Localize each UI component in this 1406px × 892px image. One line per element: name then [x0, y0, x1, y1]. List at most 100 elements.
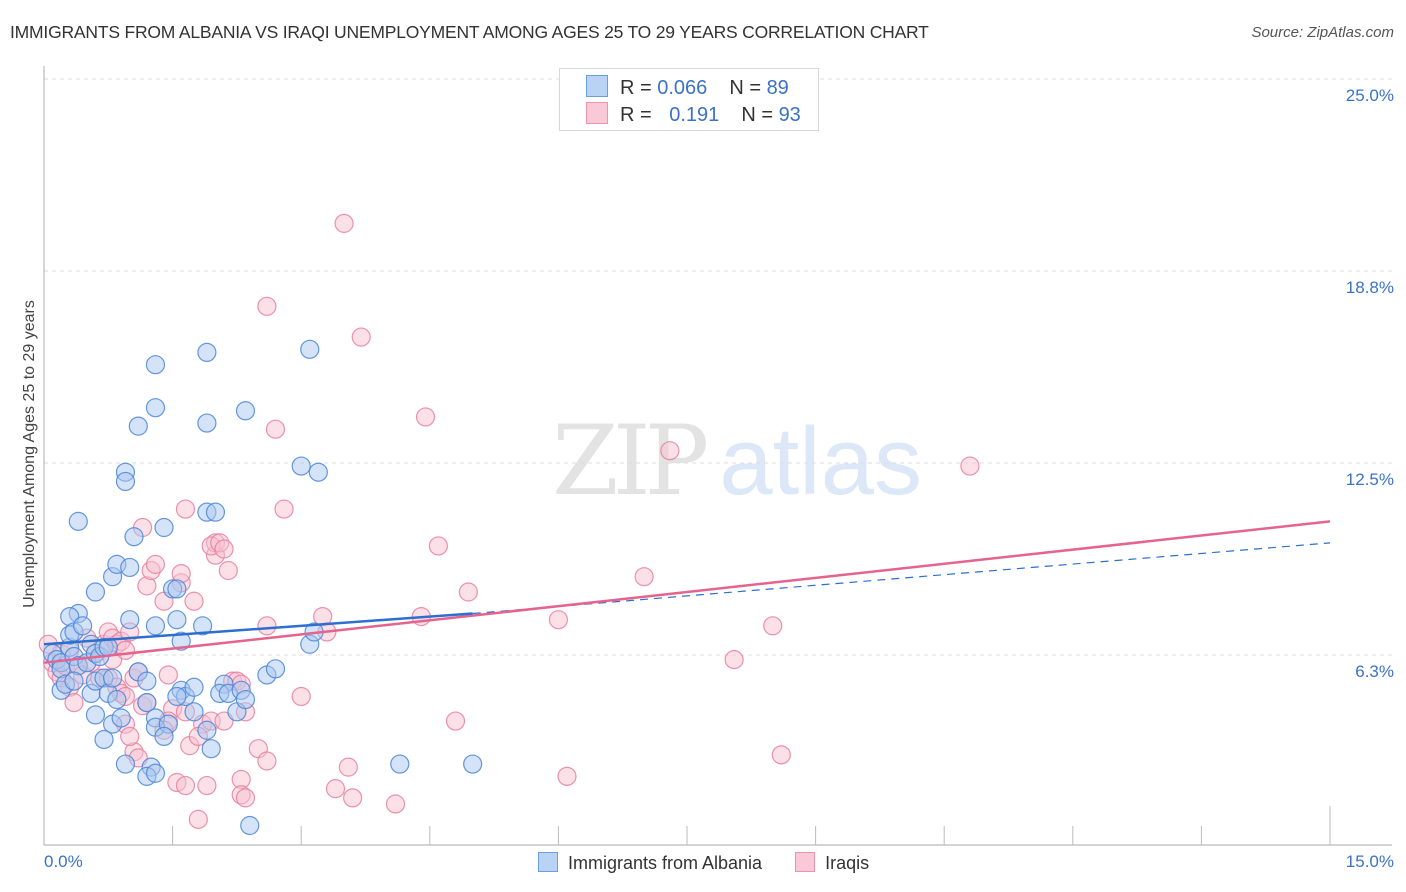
- data-point[interactable]: [205, 502, 226, 522]
- data-point[interactable]: [120, 726, 140, 747]
- data-point[interactable]: [175, 499, 196, 519]
- data-point[interactable]: [445, 711, 466, 731]
- data-point[interactable]: [154, 517, 174, 538]
- data-point[interactable]: [334, 213, 354, 233]
- data-point[interactable]: [257, 296, 277, 316]
- data-point[interactable]: [167, 686, 187, 707]
- n-label: N =: [729, 77, 767, 99]
- data-point[interactable]: [557, 766, 577, 786]
- data-point[interactable]: [94, 729, 114, 750]
- data-point[interactable]: [193, 616, 213, 636]
- y-tick-18-8: 18.8%: [1345, 278, 1394, 297]
- data-point[interactable]: [463, 754, 483, 774]
- data-point[interactable]: [257, 751, 277, 771]
- data-point[interactable]: [201, 739, 221, 759]
- data-point[interactable]: [257, 616, 277, 636]
- data-point[interactable]: [771, 745, 791, 765]
- data-point[interactable]: [107, 689, 127, 710]
- data-point[interactable]: [428, 536, 448, 556]
- data-point[interactable]: [115, 754, 136, 774]
- data-point[interactable]: [137, 671, 157, 691]
- data-point[interactable]: [235, 401, 256, 421]
- data-point[interactable]: [167, 610, 187, 630]
- data-point[interactable]: [763, 616, 783, 636]
- data-point[interactable]: [145, 763, 166, 783]
- legend-row-iraqis: R = 0.191 N = 93: [586, 102, 801, 126]
- data-point[interactable]: [338, 757, 358, 777]
- data-point[interactable]: [240, 815, 260, 836]
- x-tick-0: 0.0%: [44, 852, 83, 871]
- data-point[interactable]: [175, 775, 196, 796]
- data-point[interactable]: [154, 726, 174, 747]
- legend-item-albania[interactable]: Immigrants from Albania: [538, 852, 762, 874]
- data-point[interactable]: [308, 462, 328, 482]
- data-point[interactable]: [325, 779, 346, 799]
- data-point[interactable]: [291, 686, 311, 707]
- data-point[interactable]: [218, 560, 238, 581]
- legend-label-albania: Immigrants from Albania: [568, 853, 763, 873]
- data-point[interactable]: [385, 794, 406, 814]
- data-point[interactable]: [300, 339, 320, 359]
- albania-swatch-icon: [586, 75, 608, 97]
- data-point[interactable]: [137, 693, 157, 713]
- data-point[interactable]: [111, 708, 131, 728]
- data-point[interactable]: [85, 582, 106, 602]
- iraqis-points: [38, 213, 980, 829]
- albania-trend-extension: [472, 542, 1331, 615]
- r-label: R =: [620, 104, 658, 126]
- series-legend: Immigrants from Albania Iraqis: [538, 852, 897, 874]
- data-point[interactable]: [390, 754, 410, 774]
- data-point[interactable]: [197, 720, 217, 740]
- data-point[interactable]: [235, 689, 256, 710]
- data-point[interactable]: [115, 640, 136, 660]
- data-point[interactable]: [351, 327, 371, 347]
- data-point[interactable]: [274, 499, 294, 519]
- r-label: R =: [620, 77, 658, 99]
- data-point[interactable]: [158, 665, 178, 685]
- trend-lines: [43, 520, 1331, 664]
- data-point[interactable]: [415, 407, 436, 427]
- data-point[interactable]: [235, 788, 256, 808]
- data-point[interactable]: [145, 616, 166, 636]
- data-point[interactable]: [265, 419, 286, 439]
- n-value-albania: 89: [766, 77, 789, 99]
- data-point[interactable]: [660, 441, 680, 461]
- data-point[interactable]: [197, 413, 217, 433]
- data-point[interactable]: [214, 539, 234, 559]
- data-point[interactable]: [184, 591, 204, 611]
- albania-trend-line: [43, 612, 473, 646]
- data-point[interactable]: [124, 527, 144, 547]
- data-point[interactable]: [724, 650, 744, 670]
- data-point[interactable]: [343, 788, 363, 808]
- data-point[interactable]: [145, 398, 166, 418]
- data-point[interactable]: [291, 456, 311, 476]
- data-point[interactable]: [171, 631, 191, 651]
- data-point[interactable]: [184, 677, 204, 697]
- data-point[interactable]: [634, 567, 654, 587]
- data-point[interactable]: [265, 659, 286, 679]
- data-point[interactable]: [85, 705, 106, 725]
- data-point[interactable]: [102, 668, 123, 688]
- data-point[interactable]: [145, 355, 166, 375]
- data-point[interactable]: [64, 671, 84, 691]
- data-point[interactable]: [188, 809, 208, 829]
- data-point[interactable]: [72, 616, 93, 636]
- legend-item-iraqis[interactable]: Iraqis: [795, 852, 869, 874]
- data-point[interactable]: [64, 693, 84, 713]
- data-point[interactable]: [120, 610, 140, 630]
- data-point[interactable]: [184, 702, 204, 722]
- data-point[interactable]: [197, 775, 217, 796]
- data-point[interactable]: [68, 511, 88, 531]
- data-point[interactable]: [145, 554, 166, 574]
- source-label: Source: ZipAtlas.com: [1251, 24, 1394, 41]
- iraqis-swatch-icon: [795, 852, 816, 872]
- data-point[interactable]: [115, 471, 136, 492]
- chart-title: IMMIGRANTS FROM ALBANIA VS IRAQI UNEMPLO…: [10, 22, 929, 42]
- data-point[interactable]: [128, 416, 148, 436]
- data-point[interactable]: [167, 579, 187, 599]
- data-point[interactable]: [458, 582, 478, 602]
- data-point[interactable]: [120, 557, 140, 578]
- data-point[interactable]: [197, 342, 217, 363]
- data-point[interactable]: [960, 456, 980, 476]
- data-point[interactable]: [548, 610, 569, 630]
